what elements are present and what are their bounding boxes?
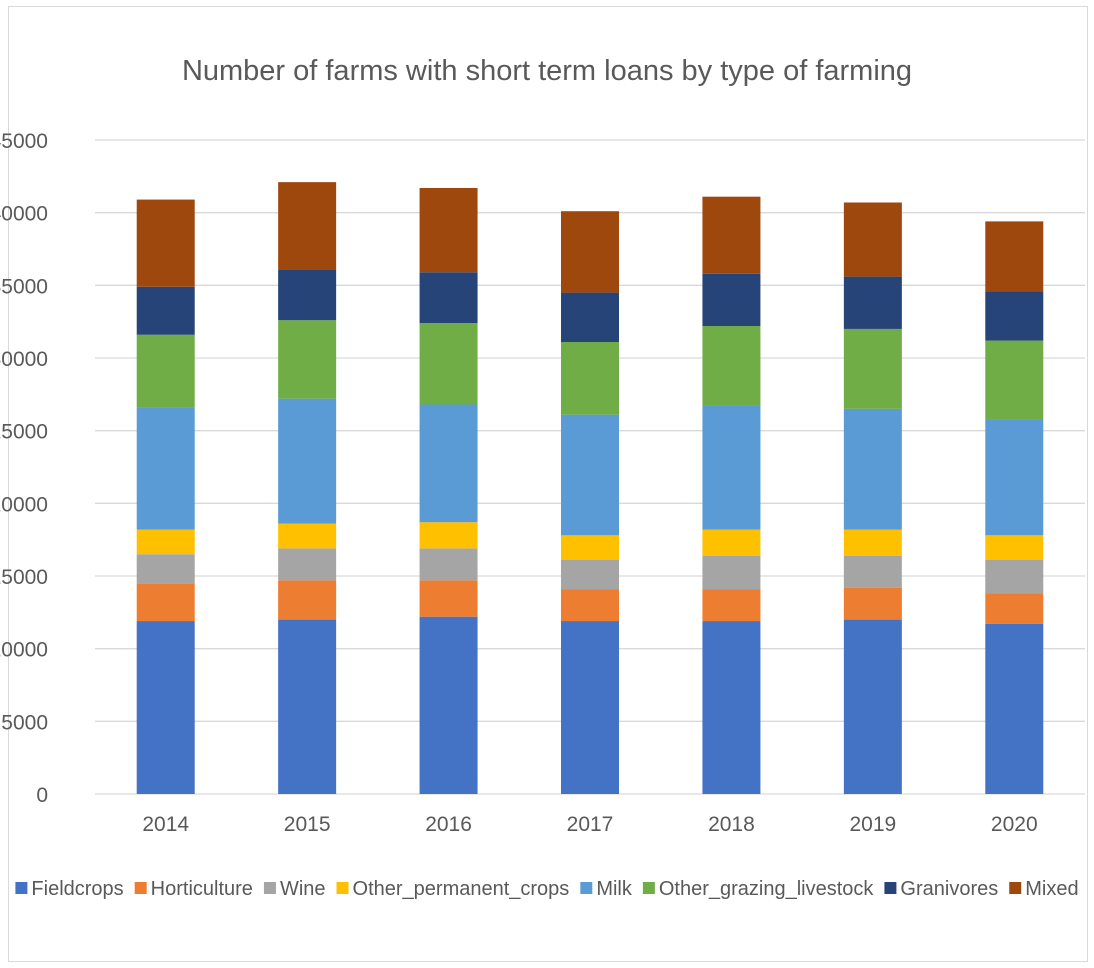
y-tick-label: 40000 <box>0 203 48 226</box>
y-tick-label: 5000 <box>1 711 48 734</box>
legend-label-milk: Milk <box>596 878 633 900</box>
y-axis-ticks: 0 5000 10000 15000 20000 25000 30000 35000 40000… <box>0 130 48 807</box>
legend-label-wine: Wine <box>280 878 326 900</box>
y-tick-label: 0 <box>36 784 48 807</box>
bar-segment-other-grazing-livestock-2018 <box>702 326 761 406</box>
legend-swatch-horticulture <box>134 882 147 894</box>
x-tick-label: 2017 <box>567 813 614 836</box>
bar-segment-granivores-2019 <box>843 276 902 329</box>
bar-segment-fieldcrops-2015 <box>278 619 337 794</box>
x-tick-label: 2018 <box>708 813 755 836</box>
bar-segment-other-grazing-livestock-2014 <box>136 334 195 408</box>
bar-segment-granivores-2018 <box>702 273 761 327</box>
bar-segment-granivores-2017 <box>561 292 619 343</box>
bar-segment-wine-2020 <box>985 560 1044 594</box>
bar-segment-other-grazing-livestock-2020 <box>985 340 1044 420</box>
x-tick-label: 2015 <box>284 813 331 836</box>
bar-segment-wine-2016 <box>419 548 478 581</box>
legend-swatch-milk <box>580 882 593 894</box>
y-tick-label: 15000 <box>0 566 48 589</box>
bar-segment-other-permanent-crops-2018 <box>702 529 761 556</box>
bar-segment-wine-2014 <box>136 554 195 584</box>
x-tick-label: 2019 <box>849 813 896 836</box>
bar-segment-other-grazing-livestock-2019 <box>843 328 902 409</box>
bar-segment-granivores-2016 <box>419 272 478 324</box>
bar-segment-horticulture-2016 <box>419 580 478 617</box>
legend-swatch-wine <box>263 882 276 894</box>
bar-segment-other-grazing-livestock-2015 <box>278 320 337 399</box>
bar-segment-wine-2019 <box>843 555 902 588</box>
bar-segment-fieldcrops-2020 <box>985 623 1044 794</box>
bar-segment-other-grazing-livestock-2016 <box>419 323 478 405</box>
bar-segment-other-permanent-crops-2017 <box>561 535 619 561</box>
bar-segment-other-grazing-livestock-2017 <box>561 342 619 415</box>
bar-segment-other-permanent-crops-2016 <box>419 522 478 549</box>
bar-segment-horticulture-2018 <box>702 589 761 622</box>
bar-segment-milk-2016 <box>419 404 478 523</box>
x-tick-label: 2020 <box>991 813 1038 836</box>
legend-swatch-other-permanent-crops <box>336 882 349 894</box>
bar-segment-fieldcrops-2014 <box>136 621 195 794</box>
bar-segment-milk-2014 <box>136 407 195 530</box>
bar-segment-horticulture-2017 <box>561 589 619 622</box>
bar-segment-mixed-2020 <box>985 221 1044 292</box>
bar-segment-granivores-2014 <box>136 286 195 335</box>
legend-label-mixed: Mixed <box>1025 878 1078 900</box>
legend-label-granivores: Granivores <box>900 878 998 900</box>
y-tick-label: 20000 <box>0 493 48 516</box>
bar-segment-horticulture-2015 <box>278 580 337 620</box>
y-tick-label: 35000 <box>0 275 48 298</box>
bar-segment-mixed-2014 <box>136 199 195 287</box>
bar-segment-wine-2018 <box>702 555 761 590</box>
legend-swatch-fieldcrops <box>15 882 28 894</box>
bar-segment-granivores-2015 <box>278 269 337 321</box>
bar-segment-horticulture-2019 <box>843 587 902 620</box>
bar-segment-fieldcrops-2019 <box>843 619 902 794</box>
x-axis-ticks: 2014 2015 2016 2017 2018 2019 2020 <box>142 813 1037 836</box>
legend-swatch-mixed <box>1009 882 1022 894</box>
bar-segment-fieldcrops-2018 <box>702 621 761 794</box>
chart-title: Number of farms with short term loans by… <box>182 55 912 87</box>
bar-segment-mixed-2016 <box>419 187 478 273</box>
legend: Fieldcrops Horticulture Wine Other_permanen… <box>15 878 1079 900</box>
y-tick-label: 25000 <box>0 421 48 444</box>
bar-segment-milk-2017 <box>561 414 619 536</box>
bar-segment-horticulture-2014 <box>136 583 195 622</box>
bar-segment-other-permanent-crops-2014 <box>136 529 195 555</box>
legend-label-other-grazing-livestock: Other_grazing_livestock <box>659 878 875 900</box>
bars <box>136 182 1044 794</box>
bar-segment-milk-2020 <box>985 419 1044 536</box>
bar-segment-wine-2017 <box>561 560 619 590</box>
legend-swatch-granivores <box>884 882 897 894</box>
legend-label-horticulture: Horticulture <box>151 878 253 900</box>
bar-segment-mixed-2015 <box>278 182 337 270</box>
x-tick-label: 2016 <box>425 813 472 836</box>
bar-segment-milk-2018 <box>702 405 761 530</box>
bar-segment-wine-2015 <box>278 548 337 581</box>
bar-segment-other-permanent-crops-2015 <box>278 523 337 549</box>
legend-swatch-other-grazing-livestock <box>642 882 655 894</box>
bar-segment-granivores-2020 <box>985 291 1044 341</box>
y-tick-label: 10000 <box>0 639 48 662</box>
bar-segment-other-permanent-crops-2020 <box>985 535 1044 561</box>
bar-segment-horticulture-2020 <box>985 593 1044 624</box>
y-tick-label: 30000 <box>0 348 48 371</box>
legend-label-fieldcrops: Fieldcrops <box>31 878 123 900</box>
bar-segment-fieldcrops-2017 <box>561 621 619 794</box>
bar-segment-fieldcrops-2016 <box>419 616 478 794</box>
bar-segment-milk-2015 <box>278 398 337 524</box>
bar-segment-milk-2019 <box>843 408 902 530</box>
legend-label-other-permanent-crops: Other_permanent_crops <box>353 878 570 900</box>
bar-segment-mixed-2018 <box>702 196 761 274</box>
bar-segment-mixed-2017 <box>561 211 619 293</box>
x-tick-label: 2014 <box>142 813 189 836</box>
bar-segment-other-permanent-crops-2019 <box>843 529 902 556</box>
y-tick-label: 45000 <box>0 130 48 153</box>
bar-segment-mixed-2019 <box>843 202 902 277</box>
